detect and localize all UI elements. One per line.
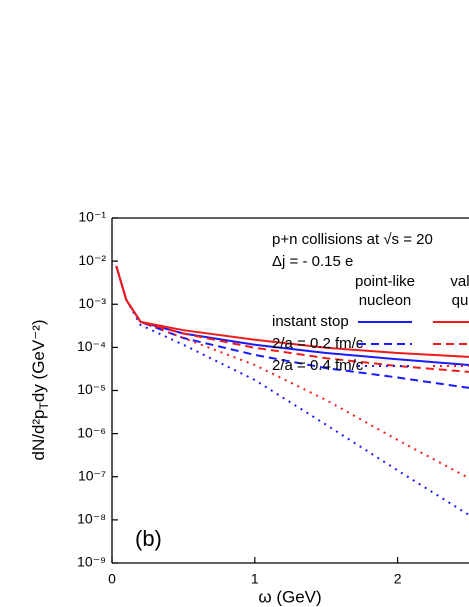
legend-header: val: [450, 273, 469, 290]
annotation: Δj = - 0.15 e: [272, 253, 353, 270]
y-tick-label: 10⁻⁹: [77, 554, 106, 570]
x-tick-label: 0: [108, 571, 116, 587]
y-tick-label: 10⁻⁵: [77, 381, 106, 397]
panel-label: (b): [135, 526, 162, 551]
x-tick-label: 2: [394, 571, 402, 587]
legend-label: 2/a = 0.4 fm/c: [272, 357, 364, 374]
y-tick-label: 10⁻⁶: [77, 424, 106, 440]
legend-label: 2/a = 0.2 fm/c: [272, 335, 364, 352]
y-tick-label: 10⁻¹: [78, 209, 106, 225]
y-tick-label: 10⁻⁸: [77, 511, 106, 527]
x-axis-label: ω (GeV): [258, 587, 321, 606]
legend-header: nucleon: [359, 292, 412, 309]
annotation: p+n collisions at √s = 20: [272, 231, 433, 248]
y-tick-label: 10⁻³: [78, 295, 106, 311]
x-tick-label: 1: [251, 571, 259, 587]
y-label-sub: T: [37, 401, 51, 409]
y-tick-label: 10⁻²: [78, 252, 106, 268]
y-axis-label: dN/d²pTdy (GeV⁻²): [29, 319, 51, 460]
series-line: [115, 265, 469, 373]
y-tick-label: 10⁻⁴: [77, 338, 106, 354]
y-label-part: dy (GeV⁻²): [29, 319, 48, 402]
y-tick-label: 10⁻⁷: [78, 467, 106, 483]
series-line: [115, 265, 469, 516]
legend-label: instant stop: [272, 313, 349, 330]
legend-header: qu: [452, 292, 469, 309]
legend-header: point-like: [355, 273, 415, 290]
y-label-part: dN/d²p: [29, 409, 48, 460]
